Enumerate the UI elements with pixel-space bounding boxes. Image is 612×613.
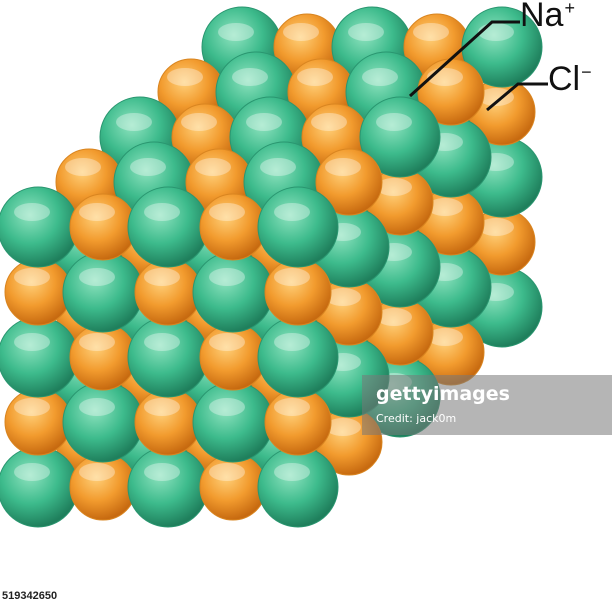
sphere-highlight (79, 463, 115, 481)
sphere-highlight (274, 398, 310, 416)
sphere-highlight (478, 23, 514, 41)
sphere-highlight (274, 333, 310, 351)
chloride-ion-sphere (359, 96, 441, 178)
chloride-ion-sphere (0, 316, 79, 398)
sphere-highlight (195, 158, 231, 176)
sphere-highlight (209, 203, 245, 221)
chloride-ion-sphere (127, 316, 209, 398)
sphere-highlight (478, 88, 514, 106)
sphere-highlight (130, 158, 166, 176)
sphere-highlight (297, 68, 333, 86)
sphere-highlight (376, 308, 412, 326)
chloride-leader-line (486, 82, 548, 112)
chloride-charge: − (581, 61, 592, 82)
sphere-highlight (325, 288, 361, 306)
sphere-highlight (478, 218, 514, 236)
sphere-highlight (209, 463, 245, 481)
chloride-ion-sphere (257, 446, 339, 528)
sphere-highlight (283, 23, 319, 41)
chloride-ion-sphere (62, 251, 144, 333)
sphere-highlight (218, 23, 254, 41)
sphere-highlight (209, 398, 245, 416)
sphere-highlight (14, 268, 50, 286)
chloride-ion-sphere (257, 186, 339, 268)
sphere-highlight (427, 328, 463, 346)
sphere-highlight (246, 113, 282, 131)
sphere-highlight (167, 68, 203, 86)
sphere-highlight (274, 268, 310, 286)
sphere-highlight (209, 268, 245, 286)
sphere-highlight (14, 203, 50, 221)
sodium-charge: + (564, 0, 575, 18)
sphere-highlight (116, 113, 152, 131)
sphere-highlight (14, 463, 50, 481)
sphere-highlight (79, 268, 115, 286)
chloride-ion-sphere (0, 446, 79, 528)
sphere-highlight (181, 113, 217, 131)
chloride-ion-label: Cl− (548, 62, 592, 96)
chloride-ion-sphere (192, 381, 274, 463)
sodium-symbol: Na (520, 0, 564, 34)
chloride-ion-sphere (127, 186, 209, 268)
sphere-highlight (144, 463, 180, 481)
sphere-highlight (376, 113, 412, 131)
sphere-highlight (325, 158, 361, 176)
chloride-ion-sphere (192, 251, 274, 333)
chloride-ion-sphere (257, 316, 339, 398)
chloride-ion-sphere (62, 381, 144, 463)
sphere-highlight (79, 398, 115, 416)
chloride-symbol: Cl (548, 60, 581, 98)
stock-image-id: 519342650 (2, 590, 58, 602)
sphere-highlight (14, 333, 50, 351)
sphere-highlight (144, 203, 180, 221)
sodium-ion-label: Na+ (520, 0, 575, 32)
sphere-highlight (260, 158, 296, 176)
watermark-brand: gettyimages (376, 383, 510, 405)
chloride-ion-sphere (0, 186, 79, 268)
sphere-highlight (144, 268, 180, 286)
sphere-highlight (144, 333, 180, 351)
sodium-leader-line (408, 20, 520, 98)
sphere-highlight (376, 178, 412, 196)
sphere-highlight (79, 203, 115, 221)
sphere-highlight (144, 398, 180, 416)
watermark-credit: Credit: jack0m (376, 412, 457, 425)
sphere-highlight (362, 68, 398, 86)
sphere-highlight (274, 463, 310, 481)
chloride-ion-sphere (461, 6, 543, 88)
sodium-ion-sphere (315, 148, 383, 216)
sphere-highlight (14, 398, 50, 416)
sphere-highlight (209, 333, 245, 351)
sphere-highlight (348, 23, 384, 41)
sphere-highlight (325, 418, 361, 436)
stock-watermark: gettyimages Credit: jack0m (362, 375, 612, 435)
sphere-highlight (79, 333, 115, 351)
sphere-highlight (274, 203, 310, 221)
chloride-ion-sphere (127, 446, 209, 528)
sphere-highlight (232, 68, 268, 86)
sphere-highlight (413, 23, 449, 41)
sphere-highlight (311, 113, 347, 131)
sphere-highlight (65, 158, 101, 176)
sphere-highlight (427, 198, 463, 216)
